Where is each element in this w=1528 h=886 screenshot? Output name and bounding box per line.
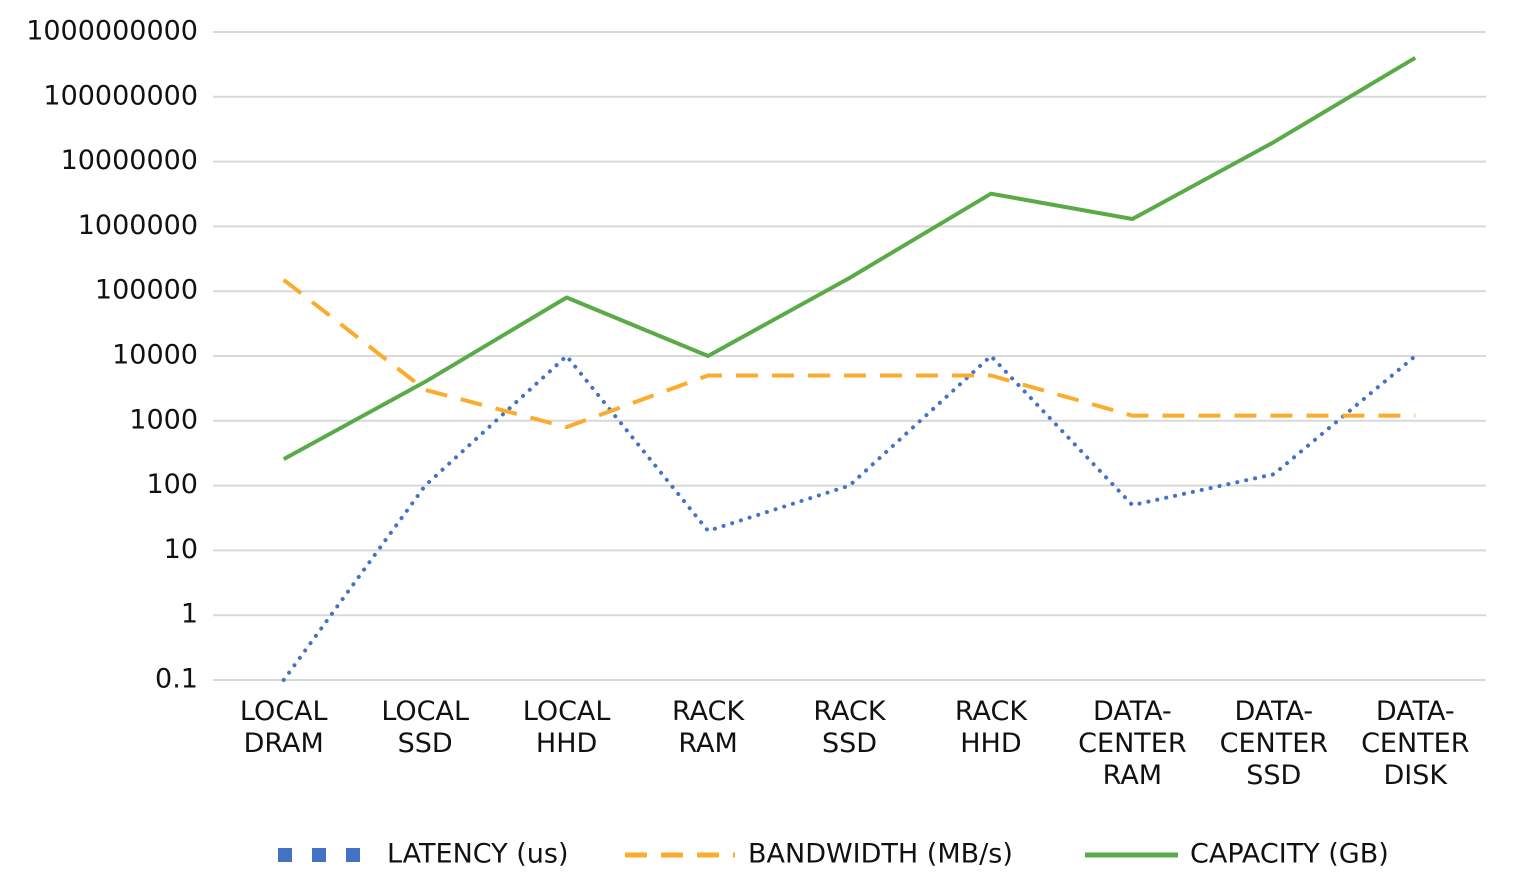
y-tick-label: 0.1 — [155, 664, 198, 695]
legend-label: BANDWIDTH (MB/s) — [748, 839, 1013, 870]
legend-label: CAPACITY (GB) — [1190, 839, 1389, 870]
x-tick-label: DATA-CENTER SSD — [1220, 696, 1328, 791]
x-tick-label: RACK RAM — [672, 696, 746, 759]
legend-label: LATENCY (us) — [387, 839, 569, 870]
y-tick-label: 1 — [181, 599, 198, 630]
x-tick-label: DATA-CENTER DISK — [1361, 696, 1469, 791]
y-tick-label: 10000000 — [61, 145, 198, 176]
y-tick-label: 1000000000 — [26, 16, 198, 47]
series-line — [281, 354, 1418, 682]
series-line — [282, 278, 1416, 430]
y-tick-label: 1000000 — [78, 210, 198, 241]
x-tick-label: LOCAL SSD — [381, 696, 469, 759]
x-tick-label: LOCAL HHD — [523, 696, 611, 759]
y-tick-label: 100000000 — [43, 80, 198, 111]
series-line — [282, 56, 1417, 461]
y-tick-label: 10000 — [112, 340, 198, 371]
x-tick-label: RACK HHD — [955, 696, 1029, 759]
y-tick-label: 1000 — [129, 404, 198, 435]
x-tick-label: RACK SSD — [813, 696, 887, 759]
x-tick-label: DATA-CENTER RAM — [1078, 696, 1186, 791]
y-tick-label: 10 — [164, 534, 198, 565]
x-tick-label: LOCAL DRAM — [240, 696, 328, 759]
y-tick-label: 100000 — [95, 275, 198, 306]
y-tick-label: 100 — [146, 469, 198, 500]
